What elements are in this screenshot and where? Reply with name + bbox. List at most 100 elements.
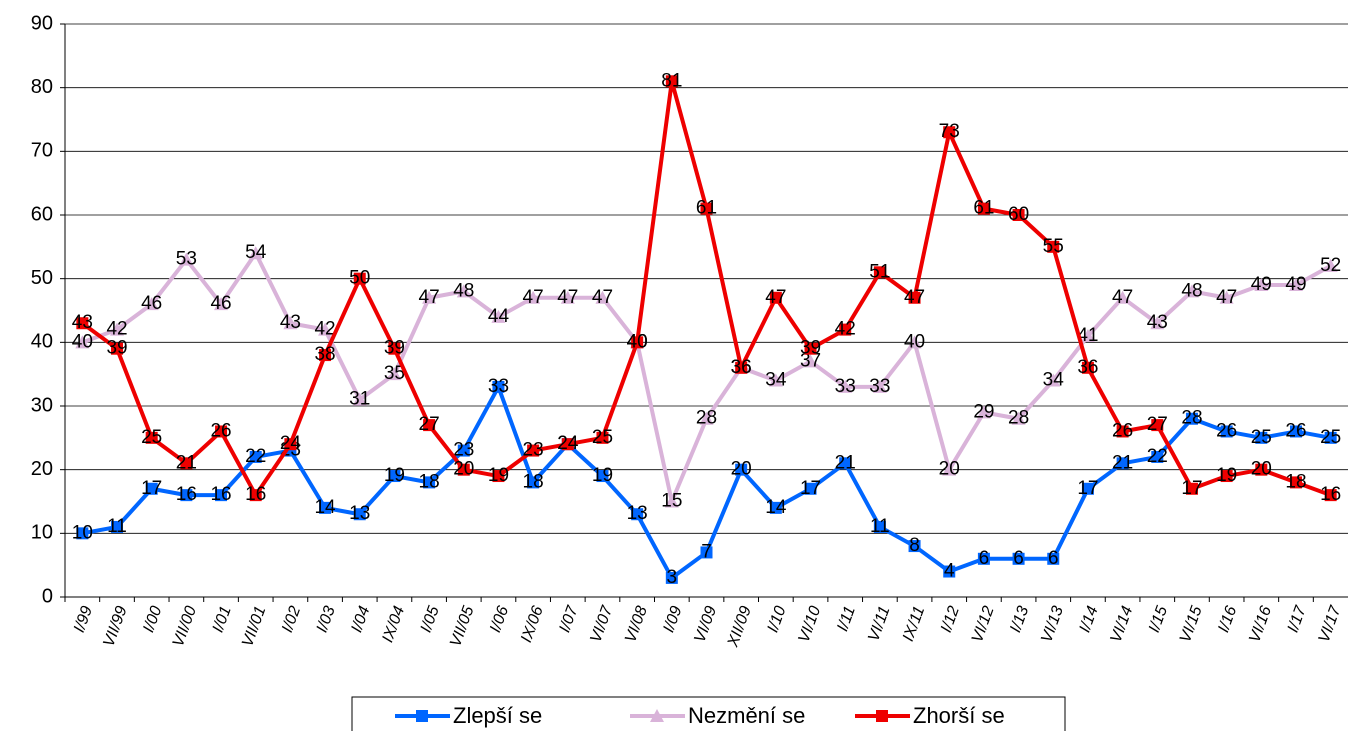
data-label: 41 bbox=[1077, 325, 1098, 346]
data-label: 14 bbox=[314, 497, 336, 518]
x-tick-label: XII/09 bbox=[724, 604, 755, 650]
data-label: 11 bbox=[870, 516, 890, 537]
data-label: 19 bbox=[1216, 465, 1237, 486]
point bbox=[1151, 450, 1164, 463]
x-tick-label: VI/14 bbox=[1108, 604, 1137, 645]
point bbox=[907, 335, 922, 349]
point bbox=[908, 540, 921, 553]
data-label: 26 bbox=[1112, 420, 1133, 441]
point bbox=[422, 290, 437, 304]
data-label: 43 bbox=[280, 312, 301, 333]
point bbox=[1046, 373, 1061, 387]
point bbox=[839, 323, 852, 336]
point bbox=[1116, 457, 1129, 470]
data-label: 39 bbox=[800, 338, 821, 359]
series-line bbox=[81, 79, 1332, 498]
point bbox=[839, 457, 852, 470]
y-tick-label: 90 bbox=[31, 12, 53, 34]
point bbox=[416, 710, 428, 722]
data-label: 21 bbox=[176, 452, 197, 473]
data-label: 36 bbox=[1077, 357, 1098, 378]
data-label: 6 bbox=[979, 548, 990, 569]
data-label: 48 bbox=[453, 280, 474, 301]
data-label: 34 bbox=[765, 370, 787, 391]
data-label: 4 bbox=[944, 561, 955, 582]
point bbox=[873, 520, 886, 533]
data-label: 38 bbox=[314, 344, 335, 365]
y-tick-label: 60 bbox=[31, 203, 53, 225]
x-tick-label: I/00 bbox=[140, 604, 165, 635]
x-tick-label: VI/09 bbox=[691, 604, 720, 645]
data-label: 47 bbox=[1216, 287, 1237, 308]
data-label: 73 bbox=[939, 121, 960, 142]
data-label: 21 bbox=[835, 452, 856, 473]
data-label: 33 bbox=[835, 376, 856, 397]
point bbox=[1255, 431, 1268, 444]
x-tick-label: VII/00 bbox=[170, 604, 200, 649]
point bbox=[665, 75, 678, 88]
point bbox=[75, 335, 90, 349]
data-label: 34 bbox=[1043, 370, 1065, 391]
x-tick-label: VI/12 bbox=[969, 604, 998, 645]
point bbox=[145, 482, 158, 495]
point bbox=[457, 463, 470, 476]
x-tick-label: VI/16 bbox=[1246, 604, 1275, 645]
x-tick-label: I/07 bbox=[556, 603, 581, 635]
point bbox=[1184, 284, 1199, 298]
point bbox=[180, 489, 193, 502]
data-label: 11 bbox=[107, 516, 127, 537]
point bbox=[804, 482, 817, 495]
point bbox=[1151, 419, 1164, 432]
y-tick-label: 50 bbox=[31, 267, 53, 289]
point bbox=[1219, 290, 1234, 304]
data-label: 49 bbox=[1251, 274, 1272, 295]
x-tick-label: I/11 bbox=[834, 604, 859, 634]
data-label: 47 bbox=[523, 287, 544, 308]
point bbox=[111, 342, 124, 355]
data-label: 27 bbox=[419, 414, 440, 435]
data-label: 24 bbox=[557, 433, 579, 454]
data-label: 46 bbox=[141, 293, 162, 314]
point bbox=[768, 373, 783, 387]
x-tick-label: VI/07 bbox=[587, 603, 616, 645]
data-label: 35 bbox=[384, 363, 405, 384]
point bbox=[977, 202, 990, 215]
data-label: 18 bbox=[1285, 471, 1306, 492]
point bbox=[1323, 258, 1338, 272]
point bbox=[1011, 411, 1026, 425]
data-label: 23 bbox=[523, 440, 544, 461]
point bbox=[1289, 476, 1302, 489]
point bbox=[353, 508, 366, 521]
data-label: 47 bbox=[904, 287, 925, 308]
point bbox=[492, 470, 505, 483]
point bbox=[249, 450, 262, 463]
data-label: 53 bbox=[176, 249, 197, 270]
data-label: 43 bbox=[72, 312, 93, 333]
y-tick-label: 30 bbox=[31, 394, 53, 416]
data-label: 20 bbox=[731, 459, 752, 480]
point bbox=[423, 419, 436, 432]
point bbox=[735, 361, 748, 374]
y-tick-label: 80 bbox=[31, 76, 53, 98]
point bbox=[976, 405, 991, 419]
point bbox=[942, 462, 957, 476]
point bbox=[491, 309, 506, 323]
point bbox=[388, 342, 401, 355]
data-label: 40 bbox=[72, 331, 93, 352]
series bbox=[75, 246, 1338, 508]
data-label: 17 bbox=[141, 478, 162, 499]
point bbox=[387, 367, 402, 381]
data-label: 36 bbox=[731, 357, 752, 378]
point bbox=[1012, 552, 1025, 565]
data-label: 25 bbox=[592, 427, 613, 448]
data-label: 61 bbox=[973, 198, 994, 219]
data-label: 29 bbox=[973, 401, 994, 422]
point bbox=[872, 379, 887, 393]
point bbox=[700, 546, 713, 559]
point bbox=[76, 527, 89, 540]
data-label: 51 bbox=[869, 261, 890, 282]
data-label: 13 bbox=[349, 503, 370, 524]
point bbox=[1254, 278, 1269, 292]
x-tick-label: I/01 bbox=[210, 604, 235, 635]
